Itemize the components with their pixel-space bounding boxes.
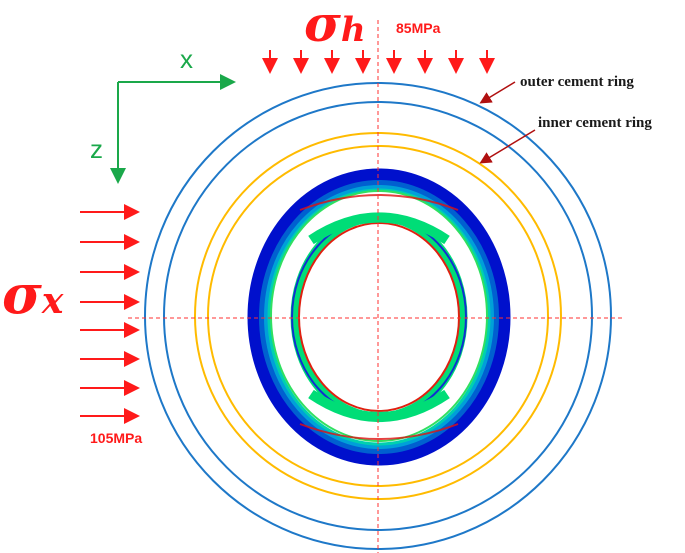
outer-cement-ring-label: outer cement ring	[520, 74, 634, 90]
sigma-x-subscript: x	[41, 280, 64, 322]
outer-casing-contour	[247, 168, 511, 466]
z-axis-label: z	[90, 134, 103, 164]
sigma-h-value: 85MPa	[396, 20, 441, 36]
horizontal-load-arrows	[80, 204, 140, 424]
sigma-h-symbol: σ	[304, 0, 341, 53]
sigma-h-label: σh	[304, 0, 366, 53]
inner-ring-leader	[479, 129, 536, 164]
sigma-x-value: 105MPa	[90, 430, 143, 446]
sigma-x-symbol: σ	[2, 262, 42, 326]
sigma-h-subscript: h	[340, 10, 366, 50]
x-axis-label: x	[180, 44, 193, 74]
outer-cement-ring-inner	[163, 101, 593, 531]
inner-cement-ring-label: inner cement ring	[538, 115, 652, 131]
outer-ring-leader	[479, 81, 516, 104]
sigma-x-label: σx	[2, 262, 63, 326]
vertical-load-arrows	[262, 50, 495, 74]
inner-casing-contour	[290, 212, 468, 422]
